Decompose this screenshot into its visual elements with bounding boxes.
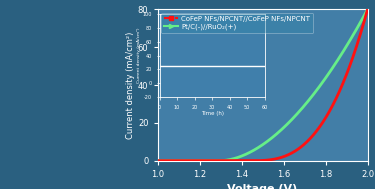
X-axis label: Voltage (V): Voltage (V)	[227, 184, 298, 189]
Legend: CoFeP NFs/NPCNT//CoFeP NFs/NPCNT, Pt/C(-)//RuO₂(+): CoFeP NFs/NPCNT//CoFeP NFs/NPCNT, Pt/C(-…	[161, 13, 313, 33]
Y-axis label: Current density (mA/cm²): Current density (mA/cm²)	[126, 31, 135, 139]
